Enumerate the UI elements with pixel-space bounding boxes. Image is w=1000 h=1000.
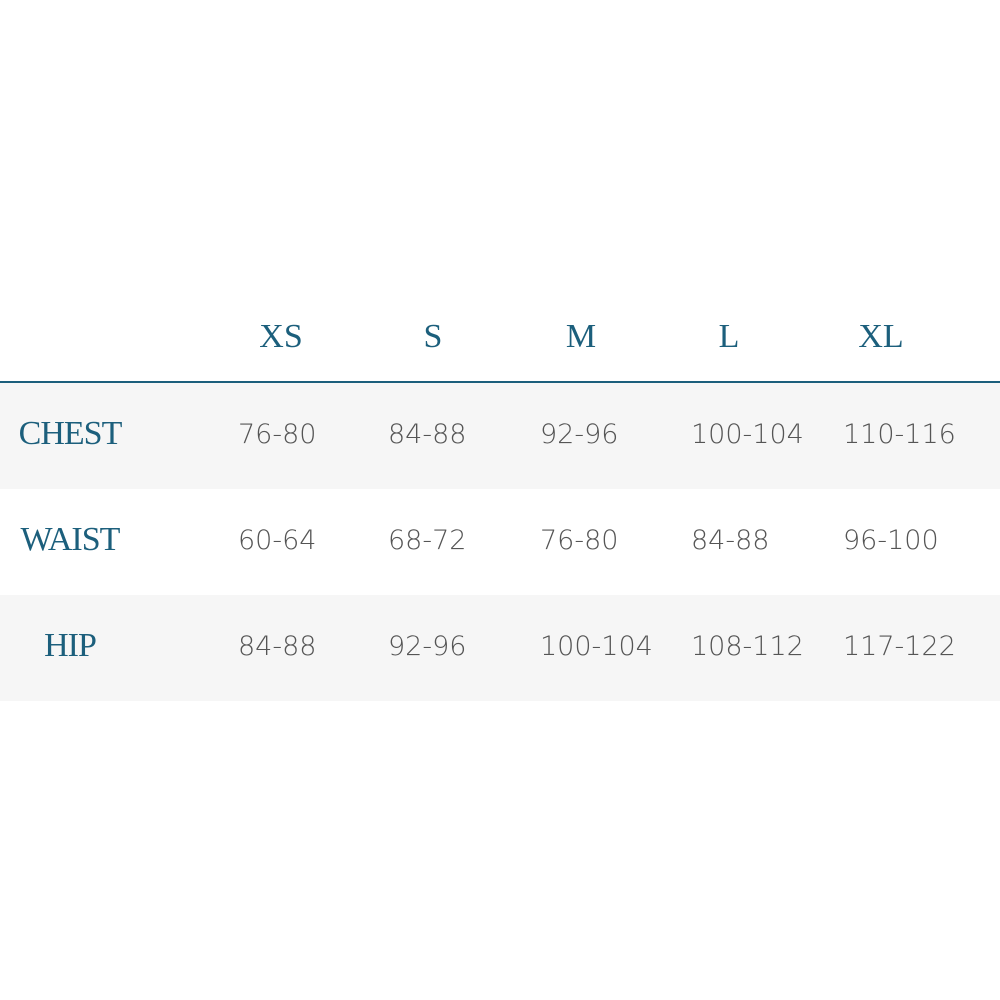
- size-value: 100-104: [540, 631, 653, 662]
- size-value: 108-112: [691, 631, 804, 662]
- column-header: XL: [858, 318, 904, 355]
- size-value: 76-80: [540, 525, 619, 556]
- row-band: [0, 595, 1000, 701]
- column-header: L: [718, 318, 740, 355]
- size-value: 84-88: [388, 419, 467, 450]
- size-value: 100-104: [691, 419, 804, 450]
- row-label: HIP: [44, 627, 97, 664]
- size-value: 96-100: [843, 525, 939, 556]
- row-label: CHEST: [18, 415, 123, 452]
- size-value: 76-80: [238, 419, 317, 450]
- row-band: [0, 489, 1000, 595]
- column-header: M: [565, 318, 597, 355]
- size-value: 84-88: [238, 631, 317, 662]
- size-value: 92-96: [388, 631, 467, 662]
- header-rule: [0, 381, 1000, 383]
- column-header: XS: [259, 318, 303, 355]
- size-value: 60-64: [238, 525, 317, 556]
- size-value: 92-96: [540, 419, 619, 450]
- size-value: 110-116: [843, 419, 956, 450]
- size-value: 68-72: [388, 525, 467, 556]
- column-header: S: [423, 318, 443, 355]
- size-value: 84-88: [691, 525, 770, 556]
- row-label: WAIST: [20, 521, 121, 558]
- size-value: 117-122: [843, 631, 956, 662]
- row-band: [0, 383, 1000, 489]
